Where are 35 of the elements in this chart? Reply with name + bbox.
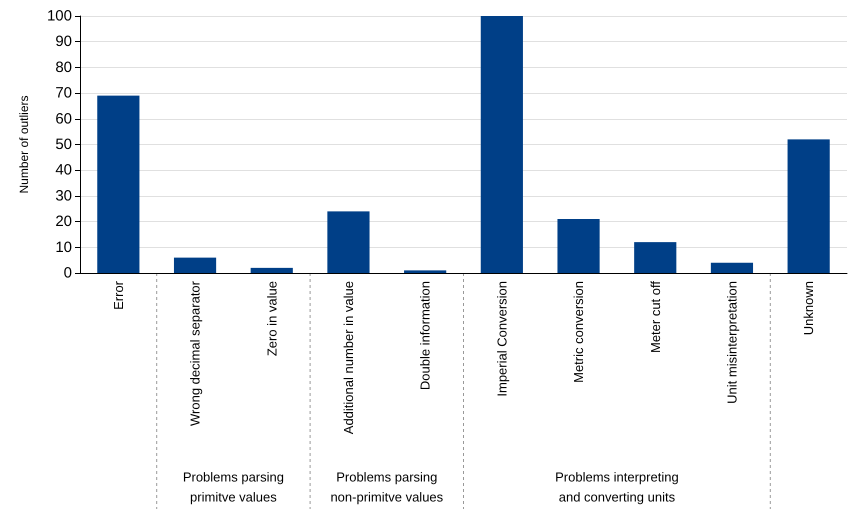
y-tick-label: 60 — [55, 110, 72, 128]
bar — [174, 258, 216, 273]
bar — [634, 242, 676, 273]
bar — [97, 96, 140, 273]
x-tick-label: Imperial Conversion — [494, 281, 510, 397]
y-tick-label: 100 — [46, 8, 72, 24]
x-tick-label: Unknown — [801, 281, 816, 336]
bar — [480, 16, 523, 273]
y-tick-label: 10 — [55, 238, 72, 256]
y-axis-title: Number of outliers — [17, 95, 31, 194]
bar — [710, 262, 754, 273]
text: Problems interpreting and converting units — [555, 470, 679, 504]
bar — [788, 139, 830, 273]
x-tick-label: Double information — [418, 281, 433, 390]
bar — [250, 268, 293, 273]
x-tick-label: Meter cut off — [648, 280, 663, 354]
x-tick-label: Unit misinterpretation — [724, 281, 740, 404]
x-tick-label: Additional number in value — [340, 281, 356, 434]
y-tick-label: 50 — [55, 136, 72, 153]
bar — [404, 270, 446, 273]
x-tick-label: Zero in value — [264, 281, 280, 356]
y-tick-label: 70 — [55, 84, 72, 102]
y-tick-label: 90 — [55, 33, 72, 50]
bar — [557, 219, 600, 273]
x-tick-label: Wrong decimal separator — [188, 280, 203, 426]
bar — [327, 211, 370, 273]
y-tick-label: 40 — [55, 162, 72, 179]
y-tick-label: 0 — [64, 264, 72, 282]
x-tick-label: Error — [110, 280, 126, 310]
y-tick-label: 20 — [55, 213, 72, 230]
text: Problems parsing primitve values — [182, 470, 284, 504]
y-tick-label: 30 — [55, 187, 72, 204]
y-tick-label: 80 — [55, 58, 72, 76]
text: Problems parsing non-primitve values — [330, 470, 444, 504]
x-tick-label: Metric conversion — [571, 281, 586, 383]
